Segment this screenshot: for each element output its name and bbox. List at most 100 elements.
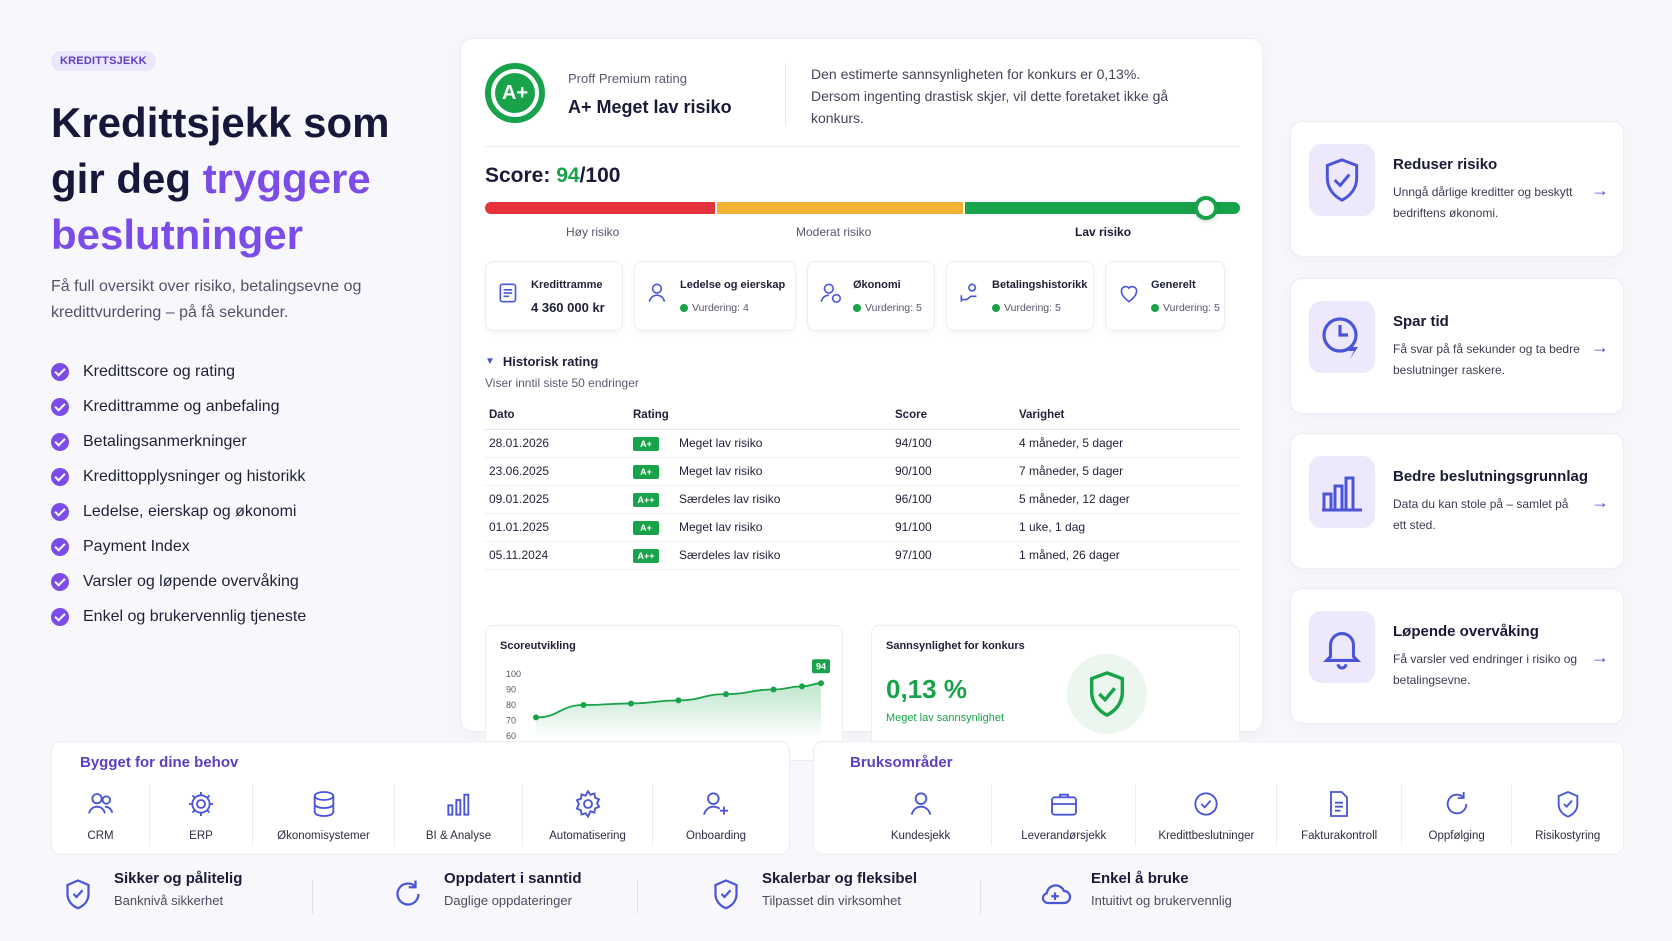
briefcase-icon xyxy=(1050,793,1077,816)
integration-economy[interactable]: Økonomisystemer xyxy=(253,784,395,846)
col-date: Dato xyxy=(485,401,633,430)
col-score: Score xyxy=(895,401,1019,430)
risk-label-moderate: Moderat risiko xyxy=(796,225,872,239)
rating-label: Proff Premium rating xyxy=(568,71,687,86)
table-row: 28.01.2026 A+ Meget lav risiko 94/100 4 m… xyxy=(485,429,1240,458)
stat-card-kredittramme[interactable]: Kredittramme 4 360 000 kr xyxy=(485,261,623,331)
data-point xyxy=(580,702,587,708)
col-duration: Varighet xyxy=(1019,401,1240,430)
use-case-customer-check[interactable]: Kundesjekk xyxy=(850,784,993,846)
benefit-card-monitoring[interactable]: Løpende overvåking Få varsler ved endrin… xyxy=(1290,588,1624,724)
status-dot xyxy=(853,304,861,312)
bell-icon xyxy=(1309,611,1375,683)
benefit-card-save-time[interactable]: Spar tid Få svar på få sekunder og ta be… xyxy=(1290,278,1624,414)
rating-badge-small: A+ xyxy=(633,464,659,479)
score-segment-low xyxy=(965,202,1240,214)
feature-item: Ledelse, eierskap og økonomi xyxy=(51,494,306,529)
integration-bi[interactable]: BI & Analyse xyxy=(395,784,523,846)
arrow-right-icon[interactable]: → xyxy=(1591,647,1609,667)
data-point xyxy=(770,686,777,693)
category-tag: KREDITTSJEKK xyxy=(51,51,156,71)
trust-secure: Sikker og pålitelig Banknivå sikkerhet xyxy=(60,870,242,912)
score-line xyxy=(535,682,822,719)
document-icon xyxy=(499,283,517,303)
integration-crm[interactable]: CRM xyxy=(52,784,150,846)
probability-value: 0,13 % xyxy=(886,674,967,704)
shield-check-icon xyxy=(714,879,738,910)
feature-item: Kredittopplysninger og historikk xyxy=(51,459,306,494)
check-icon xyxy=(51,362,69,381)
use-cases-panel: Bruksområder Kundesjekk Leverandørsjekk … xyxy=(813,741,1624,855)
stat-card-ledelse[interactable]: Ledelse og eierskap Vurdering: 4 xyxy=(634,261,796,331)
status-dot xyxy=(1151,304,1159,312)
last-value-label: 94 xyxy=(816,661,826,671)
feature-item: Enkel og brukervennlig tjeneste xyxy=(51,599,306,634)
trust-realtime: Oppdatert i sanntid Daglige oppdateringer xyxy=(390,870,582,912)
check-icon xyxy=(51,432,69,451)
history-table: Dato Rating Score Varighet 28.01.2026 A+… xyxy=(485,401,1240,570)
chart-title: Scoreutvikling xyxy=(500,640,576,652)
shield-check-icon xyxy=(66,879,90,910)
arrow-right-icon[interactable]: → xyxy=(1591,492,1609,512)
cloud-plus-icon xyxy=(1041,884,1072,905)
status-dot xyxy=(680,304,688,312)
data-point xyxy=(533,714,539,721)
data-point xyxy=(799,683,805,690)
benefit-card-reduce-risk[interactable]: Reduser risiko Unngå dårlige kreditter o… xyxy=(1290,121,1624,257)
y-tick-label: 90 xyxy=(506,685,516,695)
integration-erp[interactable]: ERP xyxy=(150,784,253,846)
integration-onboarding[interactable]: Onboarding xyxy=(653,784,779,846)
stat-card-okonomi[interactable]: Økonomi Vurdering: 5 xyxy=(807,261,935,331)
credit-report-card: A+ Proff Premium rating A+ Meget lav ris… xyxy=(460,38,1263,761)
score-line: Score: 94/100 xyxy=(485,164,621,187)
feature-item: Kredittramme og anbefaling xyxy=(51,389,306,424)
integration-automation[interactable]: Automatisering xyxy=(523,784,653,846)
feature-item: Kredittscore og rating xyxy=(51,354,306,389)
hero-title: Kredittsjekk som gir deg tryggere beslut… xyxy=(51,99,390,258)
rating-badge-small: A+ xyxy=(633,436,659,451)
chevron-down-icon: ▼ xyxy=(485,356,495,367)
gear-icon xyxy=(189,792,213,816)
shield-check-icon xyxy=(1557,790,1578,818)
user-icon xyxy=(648,283,666,302)
use-case-supplier-check[interactable]: Leverandørsjekk xyxy=(992,784,1137,846)
table-row: 01.01.2025 A+ Meget lav risiko 91/100 1 u… xyxy=(485,513,1240,542)
check-circle-icon xyxy=(1194,792,1218,816)
benefit-card-decision-basis[interactable]: Bedre beslutningsgrunnlag Data du kan st… xyxy=(1290,433,1624,569)
built-for-panel: Bygget for dine behov CRM ERP Økonomisys… xyxy=(51,741,790,855)
feature-list: Kredittscore og rating Kredittramme og a… xyxy=(51,354,306,634)
stat-card-betalingshistorikk[interactable]: Betalingshistorikk Vurdering: 5 xyxy=(946,261,1094,331)
check-icon xyxy=(51,502,69,521)
shield-check-icon xyxy=(1067,654,1147,734)
arrow-right-icon[interactable]: → xyxy=(1591,180,1609,200)
check-icon xyxy=(51,572,69,591)
use-case-credit-decisions[interactable]: Kredittbeslutninger xyxy=(1136,784,1278,846)
heart-icon xyxy=(1120,285,1138,303)
use-case-invoice-control[interactable]: Fakturakontroll xyxy=(1277,784,1402,846)
feature-item: Varsler og løpende overvåking xyxy=(51,564,306,599)
rating-badge-small: A+ xyxy=(633,520,659,535)
status-dot xyxy=(992,304,1000,312)
clock-bolt-icon xyxy=(1309,301,1375,373)
arrow-right-icon[interactable]: → xyxy=(1591,337,1609,357)
stat-card-generelt[interactable]: Generelt Vurdering: 5 xyxy=(1105,261,1225,331)
table-row: 23.06.2025 A+ Meget lav risiko 90/100 7 m… xyxy=(485,457,1240,486)
shield-check-icon xyxy=(1309,144,1375,216)
database-icon xyxy=(313,791,334,817)
user-coin-icon xyxy=(820,283,842,304)
use-case-follow-up[interactable]: Oppfølging xyxy=(1402,784,1513,846)
hero-subtitle: Få full oversikt over risiko, betalingse… xyxy=(51,278,362,321)
bar-chart-icon xyxy=(1309,456,1375,528)
refresh-icon xyxy=(1446,792,1467,815)
history-toggle[interactable]: ▼ Historisk rating xyxy=(485,354,599,369)
data-point xyxy=(628,700,634,707)
cog-icon xyxy=(575,789,600,819)
use-case-risk-management[interactable]: Risikostyring xyxy=(1512,784,1623,846)
divider xyxy=(485,146,1240,147)
y-tick-label: 100 xyxy=(506,669,521,679)
user-icon xyxy=(910,792,931,815)
rating-badge-small: A++ xyxy=(633,492,659,507)
score-slider-knob xyxy=(1194,196,1218,220)
divider xyxy=(312,880,313,914)
score-segment-mid xyxy=(717,202,963,214)
